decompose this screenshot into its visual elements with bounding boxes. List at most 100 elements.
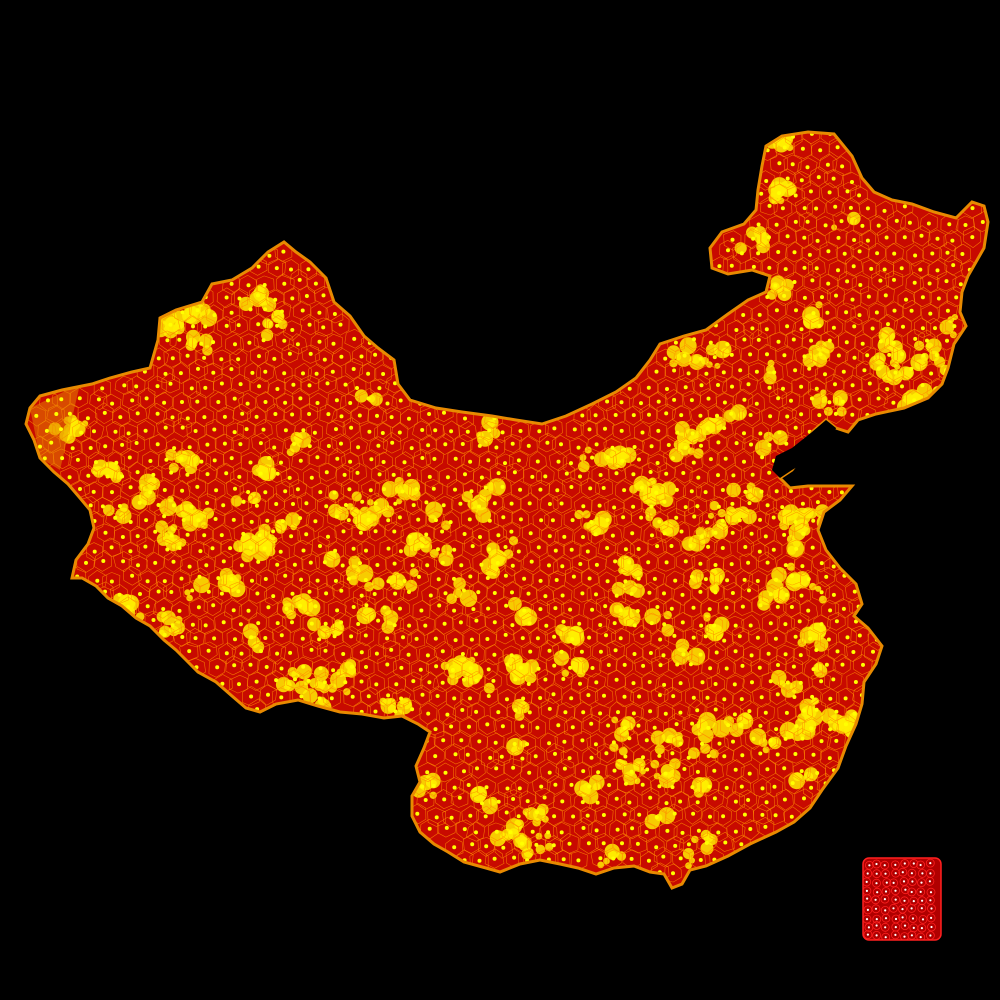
seed-dot <box>130 398 135 403</box>
seed-dot <box>742 459 746 464</box>
voronoi-cell <box>811 671 831 691</box>
seed-dot <box>610 533 615 538</box>
seed-dot <box>261 338 266 343</box>
seed-dot <box>834 738 839 743</box>
voronoi-cell <box>826 197 845 217</box>
seed-dot <box>229 456 234 461</box>
swatch-cell <box>871 895 880 905</box>
seed-dot <box>758 603 763 608</box>
swatch-seed-dot <box>901 908 904 911</box>
voronoi-cell <box>767 299 787 322</box>
seed-dot <box>483 814 488 819</box>
seed-dot <box>551 843 556 848</box>
voronoi-cell <box>838 626 857 648</box>
voronoi-cell <box>634 656 654 676</box>
seed-dot <box>614 796 619 801</box>
seed-dot <box>193 636 198 641</box>
voronoi-cell <box>741 819 760 841</box>
swatch-cell <box>926 913 936 923</box>
voronoi-cell <box>616 773 635 794</box>
seed-dot <box>212 313 217 318</box>
voronoi-cell <box>692 615 710 637</box>
seed-dot <box>576 445 581 450</box>
voronoi-cell <box>783 154 802 175</box>
seed-dot <box>148 490 153 495</box>
voronoi-cell <box>497 802 516 823</box>
seed-dot <box>263 400 268 404</box>
seed-dot <box>236 357 241 362</box>
seed-dot <box>605 579 610 584</box>
voronoi-cell <box>827 404 845 425</box>
voronoi-cell <box>806 699 827 720</box>
seed-dot <box>605 399 610 404</box>
bright-speckle <box>535 844 546 855</box>
voronoi-cell <box>939 241 957 263</box>
seed-dot <box>662 682 667 687</box>
bright-speckle <box>934 356 946 368</box>
voronoi-cell <box>774 285 794 307</box>
seed-dot <box>471 607 476 612</box>
seed-dot <box>613 559 618 564</box>
voronoi-cell <box>792 672 810 693</box>
voronoi-cell <box>78 407 98 429</box>
seed-dot <box>678 681 683 686</box>
swatch-seed-dot <box>865 880 868 884</box>
swatch-cell <box>917 923 927 933</box>
seed-dot <box>782 766 787 771</box>
voronoi-cell <box>357 657 375 677</box>
bright-speckle <box>92 466 105 478</box>
bright-speckle <box>221 574 240 593</box>
seed-dot <box>885 387 890 392</box>
seed-dot <box>763 824 768 829</box>
voronoi-cell <box>528 627 549 649</box>
seed-dot <box>135 411 140 416</box>
seed-dot <box>399 696 404 701</box>
voronoi-cell <box>698 688 717 708</box>
seed-dot <box>197 574 202 579</box>
seed-dot <box>776 663 780 667</box>
seed-dot <box>560 593 565 598</box>
seed-dot <box>798 653 803 658</box>
voronoi-cell <box>786 416 804 438</box>
seed-dot <box>562 739 567 744</box>
voronoi-cell <box>628 601 648 622</box>
seed-dot <box>747 709 752 714</box>
seed-dot <box>494 766 499 771</box>
seed-dot <box>748 352 753 357</box>
seed-dot <box>434 664 439 669</box>
voronoi-cell <box>478 628 497 650</box>
voronoi-cell <box>803 269 821 291</box>
seed-dot <box>222 441 227 446</box>
seed-dot <box>561 619 566 624</box>
swatch-seed-dot <box>894 872 897 875</box>
seed-dot <box>570 518 575 523</box>
seed-dot <box>587 427 592 432</box>
seed-dot <box>156 503 161 507</box>
seed-dot <box>177 608 182 613</box>
seed-dot <box>831 564 836 569</box>
seed-dot <box>648 795 653 800</box>
seed-dot <box>366 517 371 522</box>
voronoi-cell <box>655 613 674 635</box>
seed-dot <box>920 326 925 331</box>
voronoi-cell <box>426 656 446 677</box>
seed-dot <box>199 341 204 346</box>
voronoi-cell <box>484 848 505 869</box>
seed-dot <box>295 487 300 492</box>
seed-dot <box>760 786 765 791</box>
voronoi-cell <box>265 289 286 311</box>
voronoi-cell <box>409 508 427 530</box>
seed-dot <box>661 854 666 859</box>
seed-dot <box>851 264 856 269</box>
seed-dot <box>322 357 327 362</box>
voronoi-cell <box>611 421 631 441</box>
swatch-cell <box>917 878 926 887</box>
seed-dot <box>647 680 652 684</box>
seed-dot <box>615 827 620 832</box>
seed-dot <box>614 471 619 476</box>
seed-dot <box>698 858 703 862</box>
voronoi-cell <box>486 732 505 753</box>
seed-dot <box>444 825 449 830</box>
voronoi-cell <box>306 422 324 443</box>
voronoi-cell <box>732 745 753 765</box>
